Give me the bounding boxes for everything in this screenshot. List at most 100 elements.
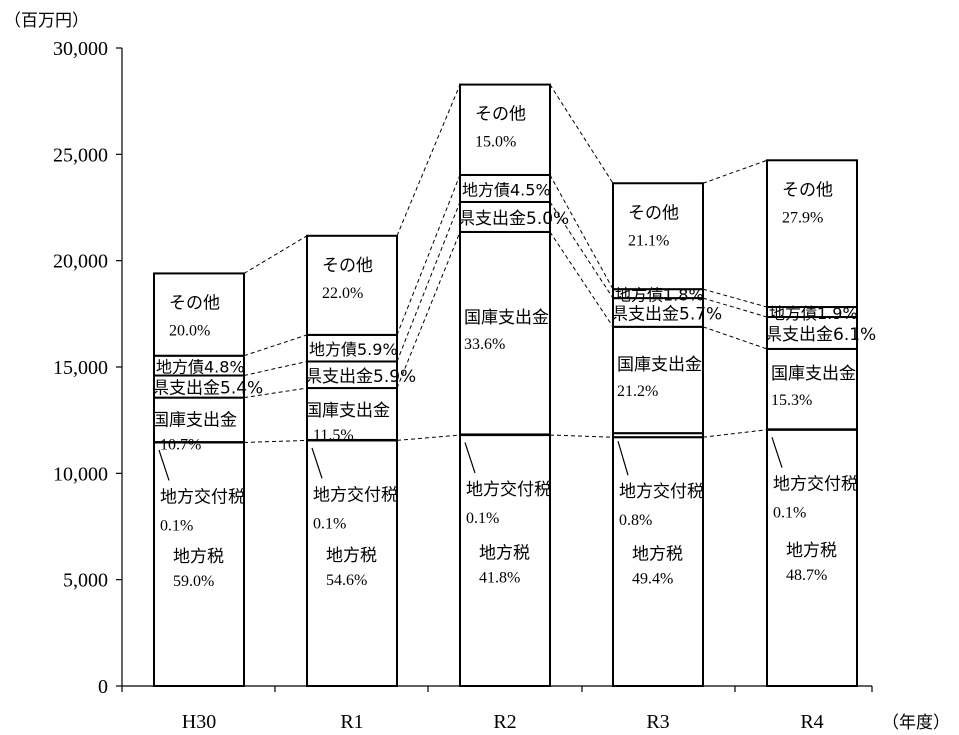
segment-label-name-kofuzei: 地方交付税 (619, 482, 704, 502)
bar-segment-sonota (153, 272, 245, 357)
segment-label-pct-chihozei: 41.8% (479, 570, 520, 587)
bar-segment-kokko (612, 325, 704, 435)
segment-label-pct-chihozei: 49.4% (632, 571, 673, 588)
segment-label-pct-sonota: 21.1% (628, 232, 669, 249)
segment-label-kenshi: 県支出金6.1% (765, 325, 876, 345)
segment-label-name-chihozei: 地方税 (632, 545, 683, 565)
connector-line (396, 174, 461, 336)
segment-label-pct-chihozei: 59.0% (173, 573, 214, 590)
y-tick-label: 5,000 (63, 570, 108, 592)
connector-line (702, 159, 768, 184)
kofuzei-leader-line (464, 442, 476, 474)
y-tick-label: 20,000 (53, 251, 108, 273)
segment-label-name-kofuzei: 地方交付税 (466, 480, 551, 500)
segment-label-kenshi: 県支出金5.7% (611, 304, 722, 324)
bar-segment-kokko (766, 347, 858, 431)
segment-label-name-kokko: 国庫支出金 (464, 308, 549, 328)
bar-segment-chihosai (306, 333, 398, 363)
segment-label-chihosai: 地方債4.5% (462, 180, 551, 199)
segment-label-chihosai: 地方債4.8% (156, 358, 245, 377)
segment-label-pct-kokko: 10.7% (160, 437, 201, 454)
segment-label-pct-kofuzei: 0.1% (313, 515, 346, 532)
y-tick-label: 30,000 (53, 38, 108, 60)
y-tick-label: 0 (98, 676, 108, 698)
segment-label-pct-sonota: 27.9% (782, 209, 823, 226)
segment-label-name-chihozei: 地方税 (173, 547, 224, 567)
y-tick-label: 15,000 (53, 357, 108, 379)
segment-label-name-chihozei: 地方税 (326, 546, 377, 566)
y-tick-label: 25,000 (53, 144, 108, 166)
x-tick-label: R2 (493, 711, 516, 733)
bar-segment-sonota (612, 182, 704, 291)
connector-line (396, 434, 461, 441)
kofuzei-leader-line (158, 449, 170, 481)
bar-segment-kokko (459, 230, 551, 436)
bar-segment-chihozei (153, 441, 245, 687)
segment-label-kenshi: 県支出金5.4% (152, 379, 263, 399)
bar-segment-chihosai (459, 173, 551, 203)
segment-label-name-kofuzei: 地方交付税 (773, 475, 858, 495)
kofuzei-leader-line (617, 440, 629, 476)
connector-line (243, 360, 308, 376)
segment-label-name-kokko: 国庫支出金 (152, 411, 237, 431)
segment-label-name-kokko: 国庫支出金 (305, 401, 390, 421)
segment-label-pct-chihozei: 54.6% (326, 572, 367, 589)
axes: 0 5,000 10,000 15,000 20,000 25,000 30,000 H30 R… (53, 38, 873, 733)
bar-segment-kokko (306, 387, 398, 441)
connector-line (549, 231, 614, 328)
segment-label-pct-sonota: 20.0% (169, 322, 210, 339)
y-tick-label: 10,000 (53, 463, 108, 485)
x-unit-label: （年度） (882, 713, 950, 732)
segment-label-chihosai: 地方債5.9% (309, 340, 398, 359)
segment-label-name-kokko: 国庫支出金 (617, 355, 702, 375)
bar-segment-sonota (306, 234, 398, 336)
segment-label-name-chihozei: 地方税 (479, 544, 530, 564)
connector-line (702, 326, 768, 350)
segment-label-pct-kofuzei: 0.1% (160, 517, 193, 534)
segment-label-name-sonota: その他 (169, 293, 220, 313)
segment-label-pct-sonota: 22.0% (322, 285, 363, 302)
connector-line (549, 174, 614, 290)
segment-label-pct-kofuzei: 0.1% (773, 505, 806, 522)
bar-segment-chihozei (306, 439, 398, 687)
connector-lines (243, 84, 768, 443)
segment-label-chihosai: 地方債1.8% (615, 286, 704, 305)
bar-segment-kenshi (306, 360, 398, 390)
connector-line (396, 201, 461, 362)
segment-label-name-kokko: 国庫支出金 (771, 364, 856, 384)
bar-segment-kenshi (612, 297, 704, 328)
segment-label-chihosai: 地方債1.9% (769, 304, 858, 323)
bar-segment-chihozei (459, 434, 551, 688)
kofuzei-leader-line (311, 447, 323, 479)
connector-line (243, 334, 308, 357)
x-tick-label: R4 (800, 711, 823, 733)
segment-label-kenshi: 県支出金5.9% (305, 367, 416, 387)
connector-line (243, 439, 308, 443)
segment-label-name-kofuzei: 地方交付税 (313, 485, 398, 505)
segment-labels: 地方税 59.0% 地方交付税 0.1% 国庫支出金 10.7% 県支出金5.4% 地方債4.… (152, 105, 876, 591)
segment-label-name-sonota: その他 (475, 105, 526, 125)
bars (153, 83, 858, 688)
bar-segment-sonota (766, 159, 858, 309)
connector-line (702, 429, 768, 438)
connector-line (396, 231, 461, 389)
bar-segment-kokko (153, 396, 245, 444)
bar-segment-chihozei (766, 428, 858, 687)
bar-segment-kenshi (766, 316, 858, 350)
segment-label-pct-kokko: 33.6% (464, 336, 505, 353)
connector-line (396, 84, 461, 236)
segment-label-pct-chihozei: 48.7% (786, 567, 827, 584)
connector-line (549, 84, 614, 184)
segment-label-name-sonota: その他 (628, 203, 679, 223)
connector-line (243, 235, 308, 274)
segment-label-pct-kokko: 15.3% (771, 392, 812, 409)
x-tick-label: R3 (646, 711, 669, 733)
y-unit-label: （百万円） (4, 11, 89, 30)
segment-label-pct-sonota: 15.0% (475, 134, 516, 151)
connector-line (243, 387, 308, 399)
segment-label-name-chihozei: 地方税 (786, 541, 837, 561)
bar-segment-sonota (459, 83, 551, 176)
segment-label-kenshi: 県支出金5.0% (458, 209, 569, 229)
segment-label-name-sonota: その他 (782, 180, 833, 200)
segment-label-name-sonota: その他 (322, 256, 373, 276)
